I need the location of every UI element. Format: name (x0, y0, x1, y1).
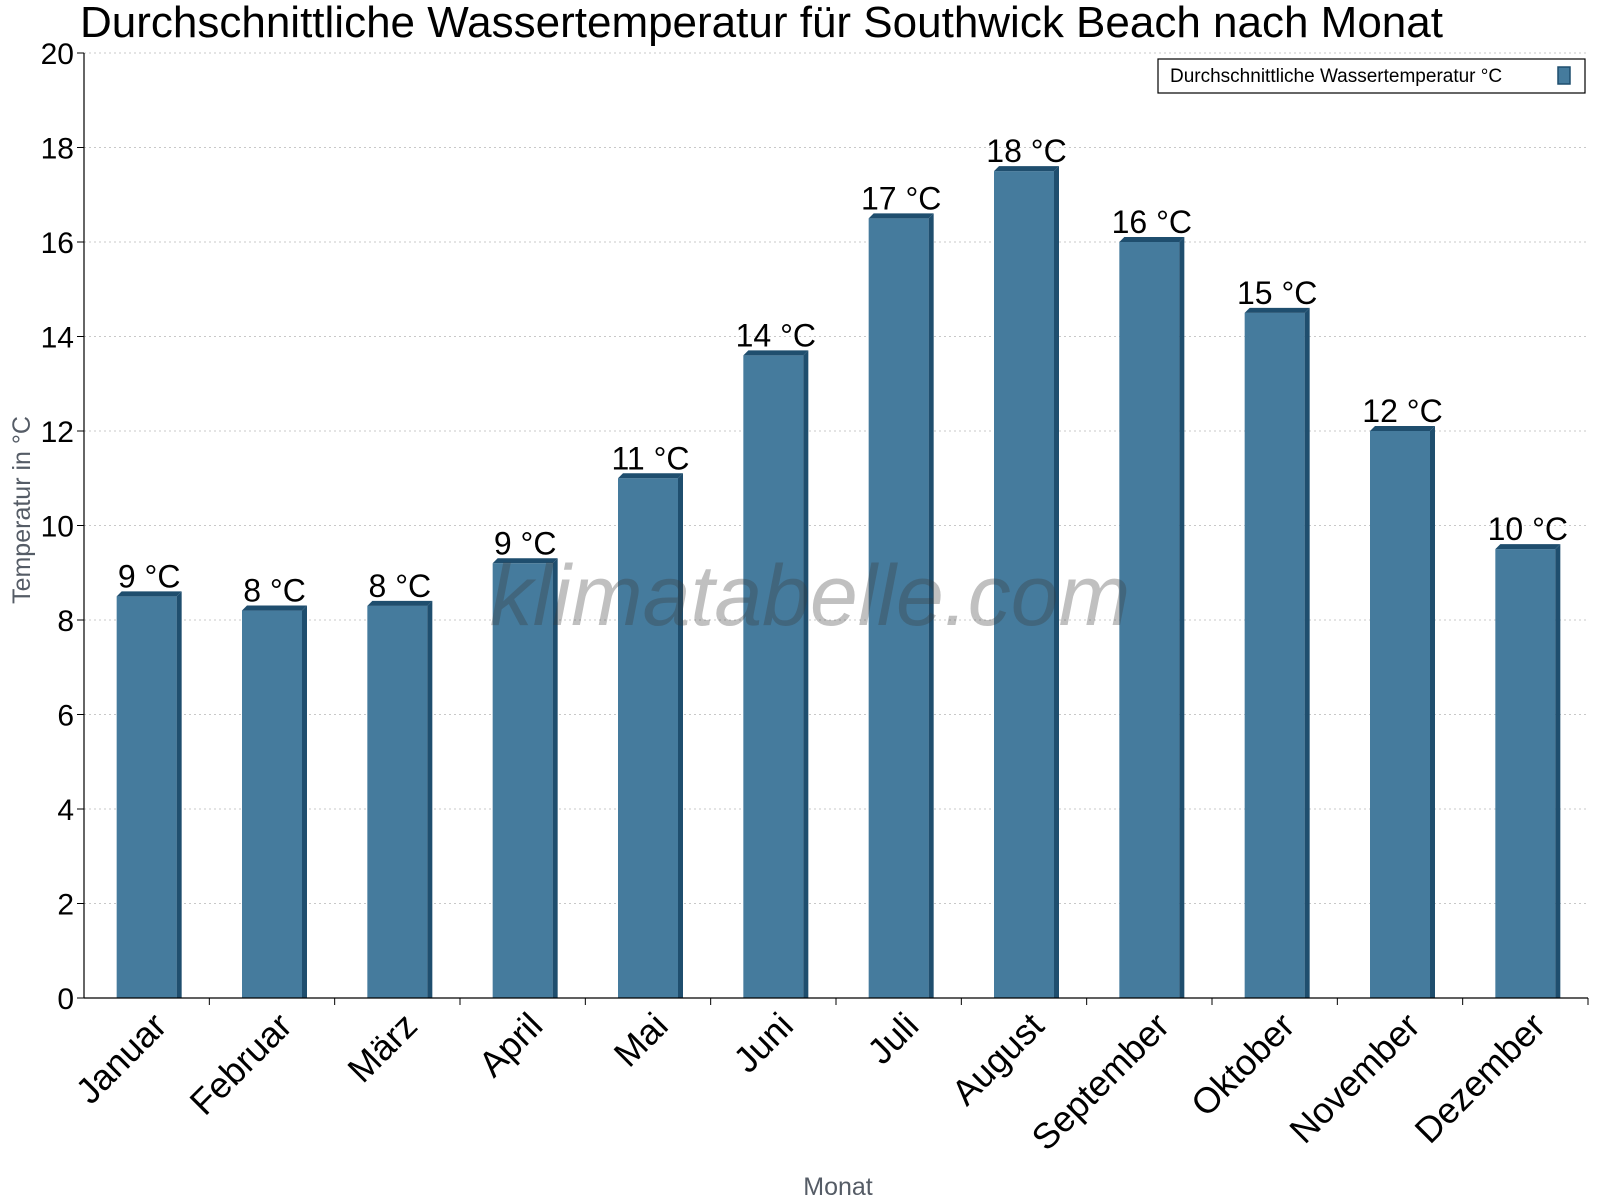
bars (116, 166, 1561, 998)
bar-januar (116, 591, 182, 998)
bar-august (994, 166, 1059, 998)
bar-juni (743, 350, 809, 998)
bar-side-edge (803, 350, 809, 998)
bar-side-edge (1054, 166, 1059, 998)
bar-face (242, 610, 302, 998)
y-tick-label: 18 (41, 133, 74, 166)
bar-face (116, 596, 177, 998)
grid-lines (84, 52, 1588, 904)
bar-side-edge (1430, 426, 1435, 998)
bar-top-edge (868, 213, 934, 219)
bar-side-edge (1555, 544, 1561, 998)
bar-value-label: 12 °C (1362, 393, 1442, 429)
bar-value-label: 16 °C (1112, 204, 1192, 240)
bar-märz (367, 600, 433, 998)
bar-value-label: 9 °C (494, 525, 557, 561)
bar-oktober (1244, 307, 1310, 998)
x-tick-labels: Januar Februar März April Mai Juni Juli AugustS… (67, 1005, 1553, 1159)
y-tick-label: 10 (41, 511, 74, 544)
bar-top-edge (492, 558, 558, 564)
bar-value-label: 8 °C (369, 568, 432, 604)
bar-top-edge (618, 473, 683, 479)
y-tick-label: 4 (57, 794, 74, 827)
bar-face (743, 355, 804, 998)
bar-side-edge (427, 600, 433, 998)
bar-side-edge (1179, 237, 1185, 998)
bar-top-edge (994, 166, 1059, 172)
bar-dezember (1495, 544, 1561, 998)
bar-value-label: 17 °C (861, 180, 941, 216)
bar-top-edge (1495, 544, 1561, 550)
bar-face (1119, 242, 1180, 998)
y-tick-label: 14 (41, 322, 74, 355)
x-tick-label: April (470, 1005, 550, 1085)
y-tick-label: 2 (57, 889, 74, 922)
legend-box (1157, 58, 1586, 94)
bar-value-label: 14 °C (736, 317, 816, 353)
x-tick-label: August (943, 1005, 1051, 1113)
bar-top-edge (1244, 307, 1310, 313)
x-tick-label: Februar (182, 1005, 300, 1123)
bar-face (367, 605, 428, 998)
legend: Durchschnittliche Wassertemperatur °C (1157, 58, 1586, 94)
bar-face (1244, 312, 1305, 998)
bar-value-label: 10 °C (1488, 511, 1568, 547)
bar-value-label: 9 °C (118, 558, 181, 594)
bar-top-edge (743, 350, 809, 356)
y-axis-label: Temperatur in °C (8, 416, 36, 604)
bar-value-label: 8 °C (243, 573, 306, 609)
bar-side-edge (552, 558, 558, 998)
bar-value-label: 15 °C (1237, 275, 1317, 311)
x-tick-label: Juli (859, 1005, 926, 1072)
legend-entry-label: Durchschnittliche Wassertemperatur °C (1170, 66, 1502, 87)
x-tick-label: Januar (67, 1005, 174, 1112)
bar-face (868, 218, 929, 998)
bar-value-label: 11 °C (611, 440, 689, 476)
x-tick-label: Juni (725, 1005, 801, 1081)
x-tick-label: Dezember (1407, 1005, 1553, 1151)
bar-top-edge (367, 600, 433, 606)
bar-top-edge (242, 605, 307, 611)
bar-top-edge (1370, 426, 1435, 431)
bar-face (492, 563, 553, 998)
bar-mai (618, 473, 683, 998)
bar-side-edge (928, 213, 934, 998)
x-tick-label: März (339, 1005, 425, 1091)
y-tick-label: 8 (57, 605, 74, 638)
bar-november (1370, 426, 1435, 998)
x-axis-label: Monat (803, 1173, 873, 1200)
y-tick-label: 12 (41, 416, 74, 449)
y-tick-label: 16 (41, 227, 74, 260)
bar-top-edge (116, 591, 182, 597)
bar-value-label: 18 °C (986, 133, 1066, 169)
y-tick-label: 6 (57, 700, 74, 733)
x-tick-label: Mai (606, 1005, 676, 1075)
x-tick-label: Oktober (1183, 1005, 1303, 1125)
y-tick-label: 0 (57, 983, 74, 1016)
bar-juli (868, 213, 934, 998)
bar-side-edge (176, 591, 182, 998)
bar-face (994, 171, 1054, 998)
axes (77, 52, 1589, 1005)
y-tick-labels: 0 2 4 6 8 10 12 14 16 18 20 (41, 38, 74, 1016)
bar-side-edge (1304, 307, 1310, 998)
x-tick-label: September (1023, 1005, 1177, 1159)
bar-februar (242, 605, 307, 998)
bar-september (1119, 237, 1185, 998)
x-tick-label: November (1281, 1005, 1427, 1151)
bar-face (618, 478, 678, 998)
bar-top-edge (1119, 237, 1185, 242)
bar-april (492, 558, 558, 998)
chart-title: Durchschnittliche Wassertemperatur für S… (80, 0, 1443, 47)
bar-value-labels: 9 °C 8 °C 8 °C 9 °C 11 °C 14 °C 17 °C 18 °C 16 °… (118, 133, 1568, 608)
bar-side-edge (678, 473, 683, 998)
y-tick-label: 20 (41, 38, 74, 71)
legend-swatch (1557, 66, 1571, 85)
bar-face (1495, 549, 1556, 998)
watermark: klimatabelle.com (490, 548, 1130, 644)
bar-face (1370, 431, 1430, 998)
bar-side-edge (302, 605, 307, 998)
